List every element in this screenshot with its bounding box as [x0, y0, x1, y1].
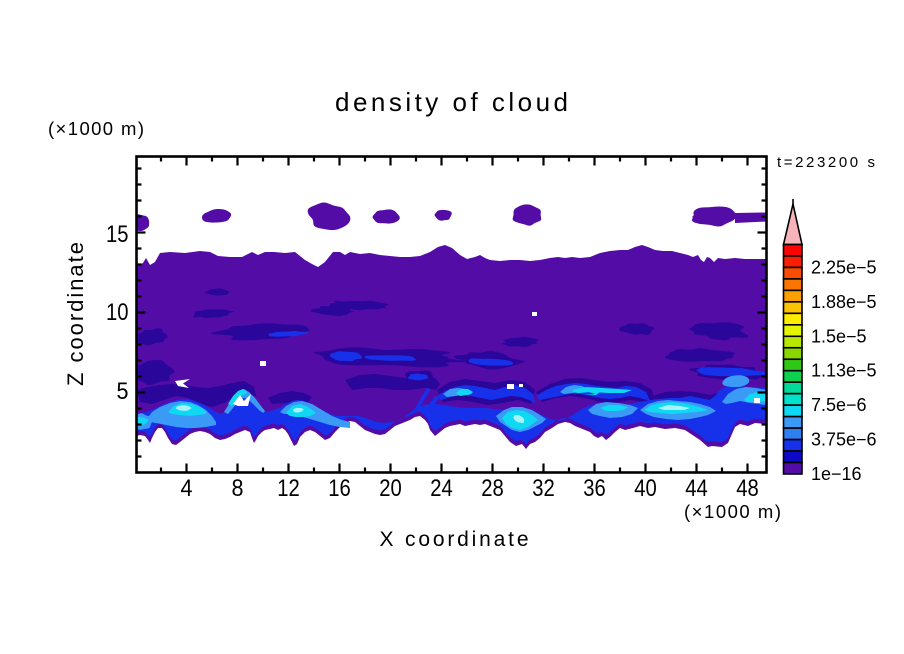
svg-text:1e−16: 1e−16: [811, 464, 862, 484]
svg-text:36: 36: [583, 475, 606, 502]
svg-text:10: 10: [106, 299, 129, 326]
svg-text:3.75e−6: 3.75e−6: [811, 430, 877, 450]
svg-text:24: 24: [430, 475, 453, 502]
svg-text:7.5e−6: 7.5e−6: [811, 395, 867, 415]
svg-text:(×1000 m): (×1000 m): [48, 118, 144, 139]
svg-text:8: 8: [232, 475, 244, 502]
svg-text:15: 15: [106, 221, 129, 248]
svg-text:2.25e−5: 2.25e−5: [811, 257, 877, 277]
svg-text:5: 5: [117, 378, 129, 405]
svg-text:12: 12: [277, 475, 300, 502]
svg-text:32: 32: [532, 475, 555, 502]
svg-text:28: 28: [481, 475, 504, 502]
svg-text:44: 44: [685, 475, 708, 502]
svg-text:48: 48: [736, 475, 759, 502]
svg-text:20: 20: [379, 475, 402, 502]
svg-text:16: 16: [328, 475, 351, 502]
svg-text:1.88e−5: 1.88e−5: [811, 292, 877, 312]
svg-text:1.13e−5: 1.13e−5: [811, 361, 877, 381]
svg-text:1.5e−5: 1.5e−5: [811, 326, 867, 346]
svg-text:4: 4: [181, 475, 193, 502]
svg-text:40: 40: [634, 475, 657, 502]
svg-text:(×1000 m): (×1000 m): [684, 501, 781, 522]
svg-text:Z coordinate: Z coordinate: [63, 242, 88, 386]
